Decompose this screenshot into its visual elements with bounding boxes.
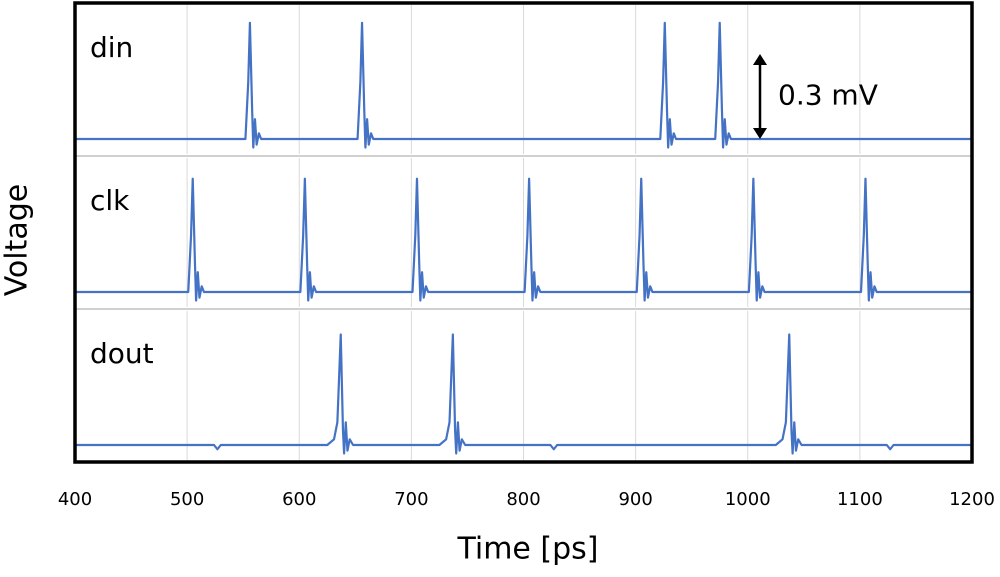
series-line xyxy=(75,177,972,302)
panel-label: dout xyxy=(90,337,154,370)
series-line xyxy=(75,333,972,455)
x-tick-label: 400 xyxy=(58,489,92,510)
x-tick-label: 1000 xyxy=(725,489,771,510)
x-tick-label: 700 xyxy=(394,489,428,510)
scale-bar-label: 0.3 mV xyxy=(778,79,878,112)
x-tick-label: 500 xyxy=(170,489,204,510)
y-axis-label: Voltage xyxy=(0,184,35,297)
x-tick-label: 1200 xyxy=(949,489,995,510)
panel-label: din xyxy=(90,31,133,64)
x-axis-label: Time [ps] xyxy=(456,532,598,567)
x-tick-label: 1100 xyxy=(837,489,883,510)
scale-arrow-head xyxy=(753,54,767,65)
series-line xyxy=(75,21,972,149)
plot-frame xyxy=(73,1,974,464)
scale-arrow-head xyxy=(753,128,767,139)
x-tick-label: 900 xyxy=(618,489,652,510)
panel-label: clk xyxy=(90,184,130,217)
x-tick-label: 600 xyxy=(282,489,316,510)
x-tick-label: 800 xyxy=(506,489,540,510)
